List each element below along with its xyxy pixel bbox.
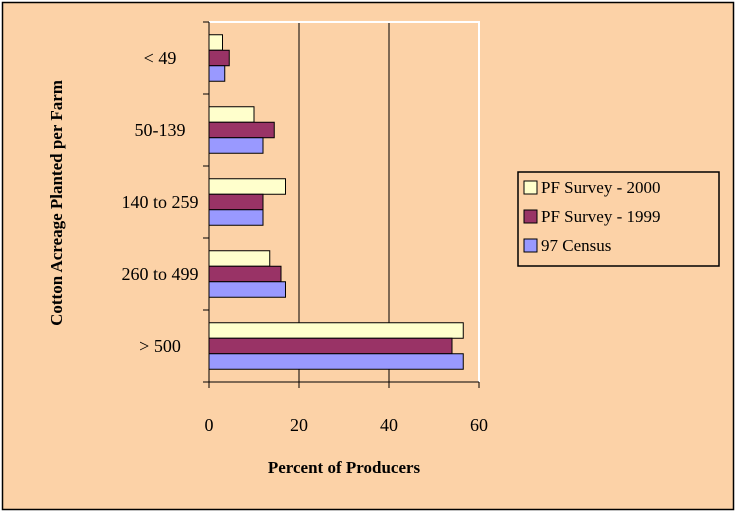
x-tick-label: 60 — [470, 415, 488, 435]
bar — [208, 178, 286, 195]
bar — [208, 65, 226, 82]
bar — [208, 281, 286, 298]
bar — [208, 265, 282, 283]
x-tick-label: 0 — [205, 415, 214, 435]
bar — [208, 209, 264, 226]
y-tick-label: 140 to 259 — [121, 192, 198, 212]
y-tick-label: 260 to 499 — [121, 264, 198, 284]
bar — [208, 353, 464, 370]
legend-box — [517, 171, 720, 267]
bar-series — [208, 34, 464, 370]
bar — [208, 250, 271, 267]
bar — [208, 137, 264, 154]
y-tick-label: 50-139 — [135, 120, 186, 140]
y-axis-title: Cotton Acreage Planted per Farm — [47, 80, 66, 326]
legend-label: PF Survey - 1999 — [541, 207, 660, 226]
x-tick-labels: 0 20 40 60 — [205, 415, 489, 435]
x-tick-label: 40 — [380, 415, 398, 435]
legend: PF Survey - 2000 PF Survey - 1999 97 Censu… — [517, 171, 720, 267]
legend-label: PF Survey - 2000 — [541, 178, 660, 197]
legend-swatch — [523, 209, 538, 224]
x-tick-label: 20 — [290, 415, 308, 435]
y-tick-labels: < 49 50-139 140 to 259 260 to 499 > 500 — [121, 48, 198, 356]
legend-label: 97 Census — [541, 236, 611, 255]
x-axis-title: Percent of Producers — [268, 458, 421, 477]
bar — [208, 121, 275, 139]
y-tick-label: < 49 — [144, 48, 177, 68]
bar — [208, 49, 230, 67]
legend-swatch — [523, 238, 538, 253]
y-tick-label: > 500 — [139, 336, 181, 356]
gridlines — [209, 21, 480, 382]
bar — [208, 106, 255, 123]
bar — [208, 322, 464, 339]
axes — [203, 21, 480, 388]
plot-area-frame — [209, 21, 480, 382]
legend-swatch — [523, 180, 538, 195]
bar — [208, 34, 223, 51]
bar — [208, 337, 453, 355]
bar — [208, 193, 264, 211]
